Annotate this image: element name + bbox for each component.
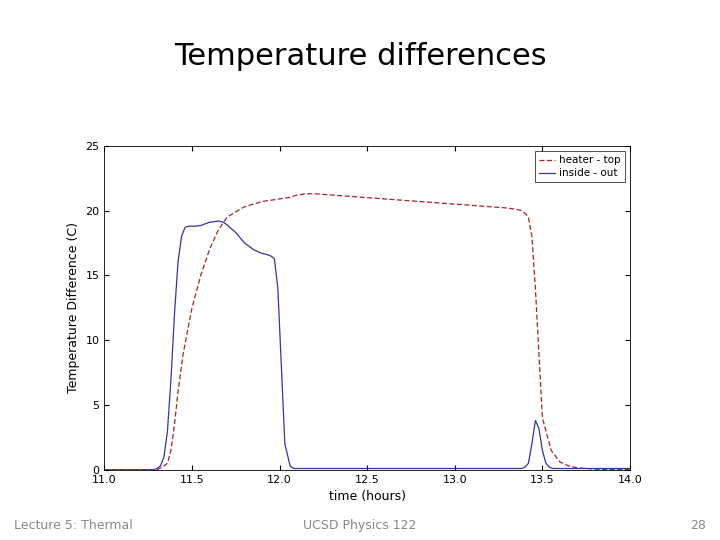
Text: 28: 28	[690, 519, 706, 532]
Text: Temperature differences: Temperature differences	[174, 42, 546, 71]
Legend: heater - top, inside - out: heater - top, inside - out	[535, 151, 625, 183]
X-axis label: time (hours): time (hours)	[329, 490, 405, 503]
Text: UCSD Physics 122: UCSD Physics 122	[303, 519, 417, 532]
Text: Lecture 5: Thermal: Lecture 5: Thermal	[14, 519, 133, 532]
Y-axis label: Temperature Difference (C): Temperature Difference (C)	[67, 222, 80, 393]
